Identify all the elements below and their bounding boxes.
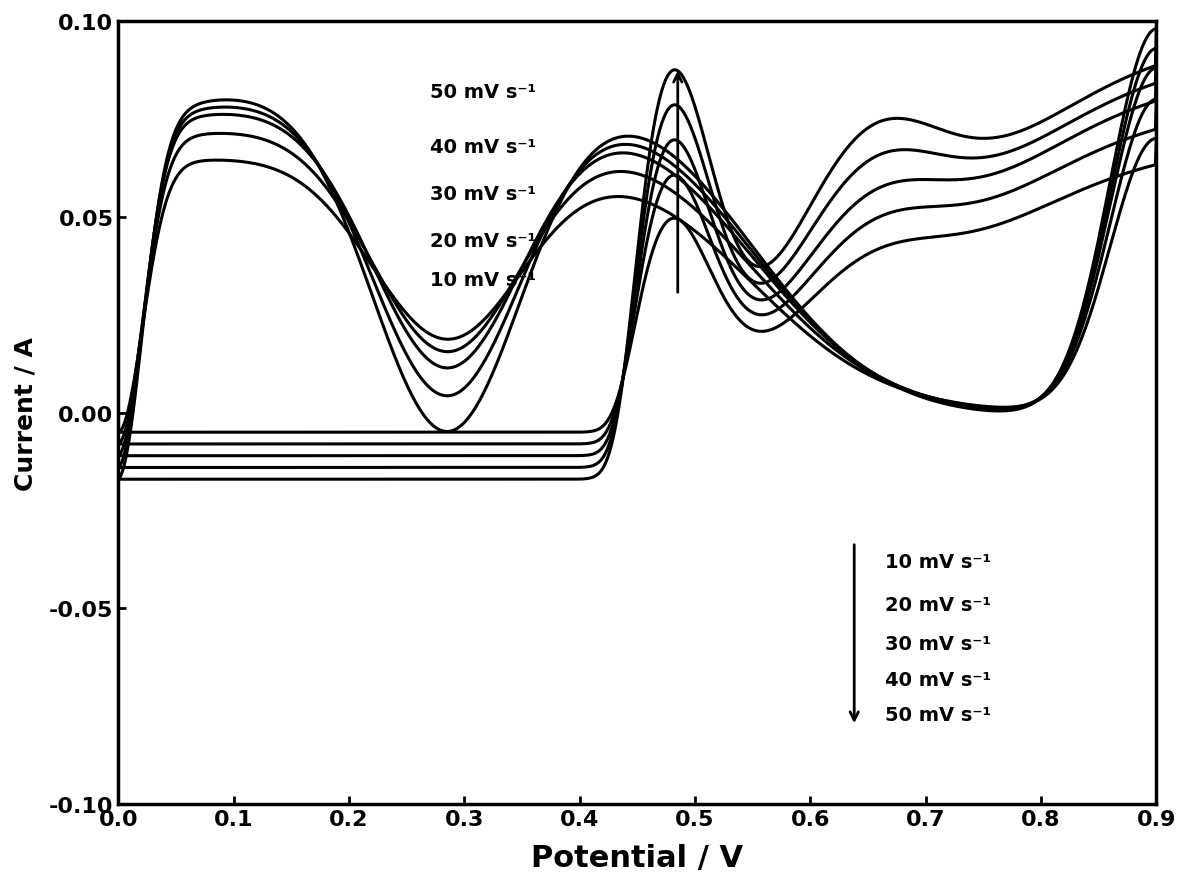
- Text: 40 mV s⁻¹: 40 mV s⁻¹: [885, 670, 991, 688]
- Text: 20 mV s⁻¹: 20 mV s⁻¹: [430, 231, 536, 251]
- Text: 50 mV s⁻¹: 50 mV s⁻¹: [885, 705, 991, 724]
- Text: 10 mV s⁻¹: 10 mV s⁻¹: [430, 270, 536, 290]
- Text: 50 mV s⁻¹: 50 mV s⁻¹: [430, 82, 536, 102]
- Y-axis label: Current / A: Current / A: [14, 337, 38, 490]
- Text: 40 mV s⁻¹: 40 mV s⁻¹: [430, 137, 536, 157]
- Text: 30 mV s⁻¹: 30 mV s⁻¹: [430, 184, 536, 204]
- Text: 30 mV s⁻¹: 30 mV s⁻¹: [885, 634, 991, 654]
- Text: 20 mV s⁻¹: 20 mV s⁻¹: [885, 595, 991, 614]
- Text: 10 mV s⁻¹: 10 mV s⁻¹: [885, 552, 991, 571]
- X-axis label: Potential / V: Potential / V: [531, 843, 744, 872]
